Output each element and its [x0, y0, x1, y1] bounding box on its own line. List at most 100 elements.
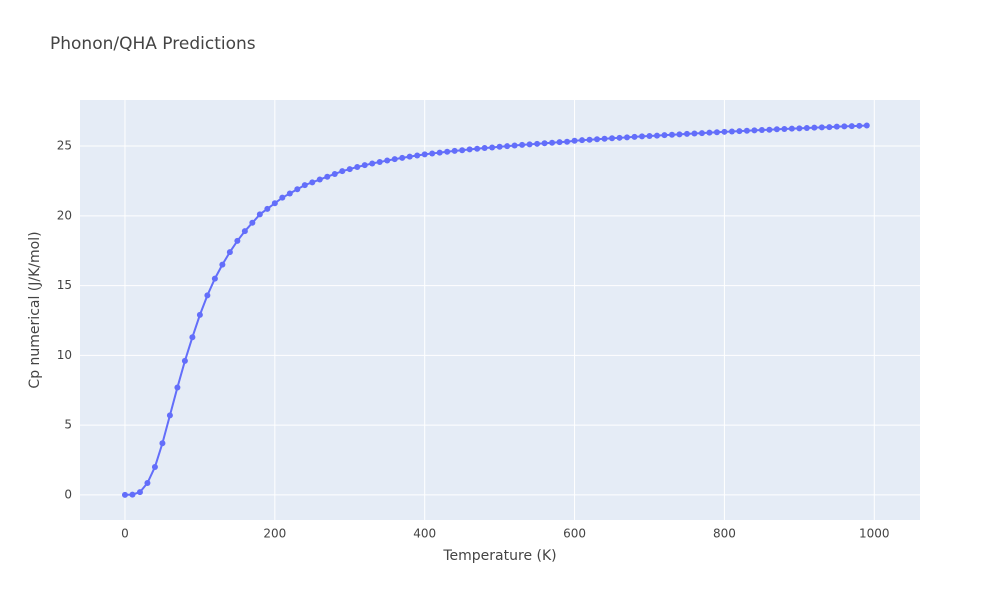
data-point [256, 211, 263, 218]
data-point [706, 129, 713, 136]
data-point [369, 160, 376, 167]
data-point [549, 139, 556, 146]
data-point [609, 135, 616, 142]
data-point [526, 141, 533, 148]
data-point [234, 237, 241, 244]
data-point [721, 128, 728, 135]
data-point [579, 137, 586, 144]
data-point [624, 134, 631, 141]
x-tick-label: 800 [713, 527, 736, 541]
data-point [151, 463, 158, 470]
data-point [354, 163, 361, 170]
data-point [601, 135, 608, 142]
data-point [226, 249, 233, 256]
data-point [399, 154, 406, 161]
data-point [504, 143, 511, 150]
data-point [758, 127, 765, 133]
data-point [361, 162, 368, 169]
x-tick-label: 400 [413, 527, 436, 541]
data-point [316, 176, 323, 183]
data-point [331, 170, 338, 177]
data-point [436, 149, 443, 156]
data-point [811, 124, 818, 131]
data-point [766, 126, 773, 133]
data-point [691, 130, 698, 137]
y-tick-label: 5 [64, 418, 72, 432]
data-point [683, 130, 690, 137]
data-point [556, 139, 563, 146]
data-point [249, 219, 256, 226]
data-point [339, 168, 346, 175]
data-point [196, 311, 203, 318]
data-point [384, 157, 391, 164]
data-point [848, 123, 855, 130]
data-point [833, 123, 840, 130]
data-point [841, 123, 848, 130]
data-point [496, 143, 503, 150]
data-point [534, 140, 541, 147]
data-point [676, 131, 683, 138]
data-point [826, 124, 833, 131]
y-tick-label: 15 [57, 278, 72, 292]
data-point [796, 125, 803, 132]
data-point [713, 129, 720, 136]
data-point [818, 124, 825, 131]
data-point [136, 489, 143, 496]
data-point [211, 275, 218, 282]
data-point [129, 491, 136, 498]
y-tick-label: 10 [57, 348, 72, 362]
data-point [159, 440, 166, 447]
y-tick-label: 25 [57, 139, 72, 153]
data-point [414, 152, 421, 159]
data-point [736, 128, 743, 135]
data-point [474, 145, 481, 152]
x-tick-label: 0 [121, 527, 129, 541]
x-axis-title: Temperature (K) [442, 548, 556, 564]
data-point [459, 147, 466, 154]
data-point [376, 158, 383, 165]
data-point [271, 200, 278, 207]
data-point [698, 130, 705, 137]
x-tick-label: 200 [263, 527, 286, 541]
x-tick-label: 1000 [859, 527, 890, 541]
data-point [773, 126, 780, 133]
data-point [638, 133, 645, 140]
data-point [391, 156, 398, 163]
data-point [451, 147, 458, 154]
data-point [121, 491, 128, 498]
data-point [264, 205, 271, 212]
data-point [406, 153, 413, 160]
data-point [661, 132, 668, 139]
data-point [301, 182, 308, 189]
data-point [241, 228, 248, 235]
data-point [856, 122, 863, 129]
data-point [324, 173, 331, 180]
data-point [144, 480, 151, 487]
data-point [489, 144, 496, 151]
y-tick-label: 20 [57, 208, 72, 222]
y-tick-label: 0 [64, 487, 72, 501]
data-point [728, 128, 735, 135]
data-point [279, 194, 286, 201]
data-point [571, 137, 578, 144]
data-point [309, 179, 316, 186]
y-axis-title: Cp numerical (J/K/mol) [27, 231, 43, 388]
data-point [181, 357, 188, 364]
data-point [541, 140, 548, 147]
data-point [421, 151, 428, 158]
chart-title: Phonon/QHA Predictions [50, 34, 256, 54]
data-point [346, 166, 353, 173]
data-point [444, 148, 451, 155]
data-point [751, 127, 758, 134]
data-point [564, 138, 571, 145]
data-point [743, 127, 750, 134]
data-point [616, 134, 623, 141]
data-point [286, 190, 293, 197]
data-point [429, 150, 436, 157]
data-point [586, 136, 593, 143]
data-point [511, 142, 518, 149]
data-point [863, 122, 870, 129]
data-point [631, 133, 638, 140]
data-point [781, 126, 788, 133]
